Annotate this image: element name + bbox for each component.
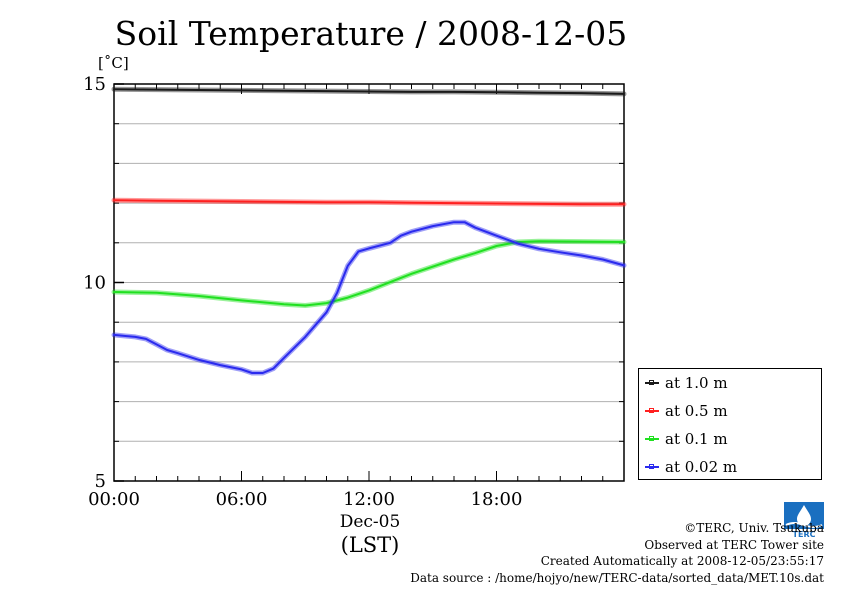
x-tick-label: 12:00 bbox=[343, 489, 395, 510]
series-line-3 bbox=[113, 221, 625, 374]
legend-swatch-05m bbox=[645, 408, 659, 413]
y-tick-label: 10 bbox=[83, 273, 106, 294]
chart-title: Soil Temperature / 2008-12-05 bbox=[114, 14, 628, 53]
series-line-2 bbox=[113, 240, 625, 307]
legend-swatch-1m bbox=[645, 380, 659, 385]
axis-ticks: 5 10 15 00:00 06:00 12:00 18:00 bbox=[83, 74, 625, 510]
legend-label-01m: at 0.1 m bbox=[665, 430, 728, 448]
legend-swatch-01m bbox=[645, 436, 659, 441]
x-axis-label: (LST) bbox=[340, 533, 400, 557]
legend-label-1m: at 1.0 m bbox=[665, 374, 728, 392]
x-tick-label: 06:00 bbox=[216, 489, 268, 510]
legend-item-1m: at 1.0 m bbox=[645, 372, 728, 394]
credit-source: Data source : /home/hojyo/new/TERC-data/… bbox=[410, 570, 824, 585]
y-tick-label: 5 bbox=[95, 471, 106, 492]
series-line-0 bbox=[113, 88, 625, 95]
grid-lines bbox=[114, 123, 624, 442]
series-lines bbox=[111, 86, 627, 376]
logo-text: TERC bbox=[793, 530, 816, 538]
legend-item-002m: at 0.02 m bbox=[645, 456, 737, 478]
legend: at 1.0 m at 0.5 m at 0.1 m at 0.02 m bbox=[638, 368, 822, 480]
x-axis-date: Dec-05 bbox=[339, 512, 401, 532]
legend-label-002m: at 0.02 m bbox=[665, 458, 738, 476]
terc-logo: TERC bbox=[784, 502, 824, 538]
credit-created: Created Automatically at 2008-12-05/23:5… bbox=[540, 554, 824, 568]
credits: ©TERC, Univ. Tsukuba Observed at TERC To… bbox=[410, 520, 824, 586]
credit-site: Observed at TERC Tower site bbox=[644, 537, 824, 552]
x-tick-label: 00:00 bbox=[88, 489, 140, 510]
x-tick-label: 18:00 bbox=[471, 489, 523, 510]
y-axis-unit: [˚C] bbox=[98, 54, 129, 72]
y-tick-label: 15 bbox=[83, 74, 106, 95]
credit-copyright: ©TERC, Univ. Tsukuba bbox=[684, 521, 824, 535]
legend-item-05m: at 0.5 m bbox=[645, 400, 728, 422]
legend-item-01m: at 0.1 m bbox=[645, 428, 728, 450]
legend-swatch-002m bbox=[645, 464, 659, 469]
legend-label-05m: at 0.5 m bbox=[665, 402, 728, 420]
series-line-1 bbox=[113, 199, 625, 206]
